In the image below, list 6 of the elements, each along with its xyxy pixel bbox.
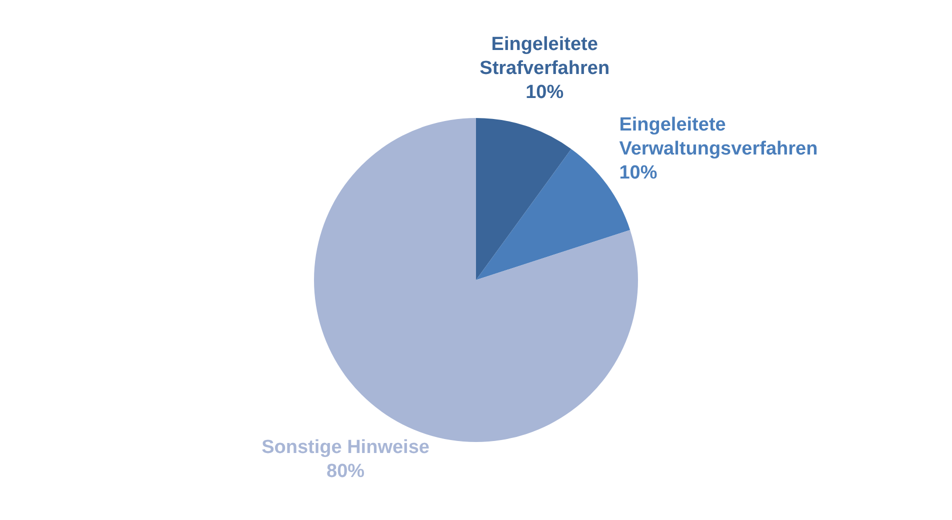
data-label: 10% [526,82,564,104]
slice-label: Eingeleitete Strafverfahren [480,34,610,80]
data-label: 80% [326,460,365,482]
slice-label: Sonstige Hinweise [262,436,430,458]
slice-label: Eingeleitete Verwaltungsverfahren [619,114,818,160]
data-label: 10% [619,162,658,184]
